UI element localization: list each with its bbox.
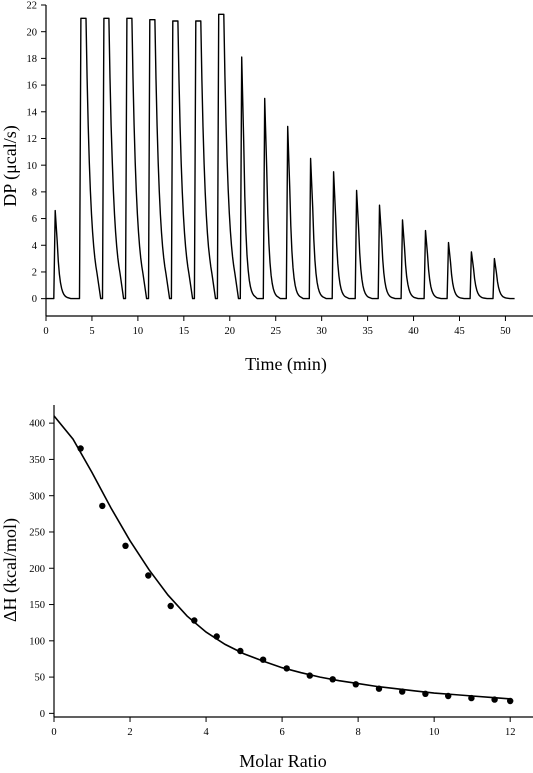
- isotherm-y-tick-label: 350: [29, 455, 45, 466]
- fit-curve: [53, 415, 511, 700]
- isotherm-y-tick-label: 100: [29, 636, 45, 647]
- isotherm-x-tick-label: 10: [429, 727, 440, 738]
- data-point: [213, 633, 220, 640]
- isotherm-y-tick-label: 50: [35, 673, 46, 684]
- data-point: [99, 502, 106, 510]
- thermogram-y-tick-label: 2: [32, 268, 37, 279]
- data-point: [329, 676, 336, 683]
- data-point: [259, 656, 267, 663]
- isotherm-x-tick-label: 12: [505, 727, 516, 738]
- data-point: [445, 692, 452, 700]
- data-point: [145, 572, 152, 579]
- thermogram-trace: [46, 13, 515, 300]
- thermogram-y-tick-label: 0: [32, 294, 37, 305]
- data-point: [399, 688, 406, 695]
- data-points: [77, 445, 514, 705]
- data-point: [306, 672, 313, 679]
- data-point: [491, 696, 498, 703]
- isotherm-y-tick-label: 400: [29, 419, 45, 430]
- thermogram-x-tick-label: 50: [500, 326, 511, 337]
- isotherm-y-tick-label: 0: [40, 709, 45, 720]
- data-point: [352, 681, 359, 688]
- thermogram-y-tick-label: 8: [32, 187, 37, 198]
- data-point: [167, 602, 174, 610]
- thermogram-axes: 0 5 10 15 20 25 30 35 40 45 50 0 2 4 6 8 10 12 14 16 18 20 22: [27, 1, 533, 337]
- thermogram-x-tick-label: 20: [225, 326, 236, 337]
- data-point: [122, 542, 129, 549]
- isotherm-axes: 0 2 4 6 8 10 12 0 50 100 150 200 250 300 350 400: [29, 405, 533, 738]
- thermogram-panel: 0 5 10 15 20 25 30 35 40 45 500246810121416182022 …: [0, 1, 533, 375]
- thermogram-y-tick-label: 12: [27, 134, 38, 145]
- thermogram-x-tick-label: 5: [89, 326, 94, 337]
- data-point: [507, 697, 514, 705]
- data-point: [468, 694, 475, 702]
- thermogram-x-tick-label: 40: [408, 326, 419, 337]
- isotherm-x-tick-label: 4: [203, 727, 209, 738]
- thermogram-x-tick-label: 45: [454, 326, 465, 337]
- thermogram-x-tick-label: 35: [362, 326, 373, 337]
- binding-isotherm-panel: 0 2 4 6 8 10 12 0 50 100 150 200 250 300 350 400 Molar …: [0, 405, 533, 771]
- thermogram-y-tick-label: 4: [32, 241, 38, 252]
- isotherm-y-axis-title: ΔH (kcal/mol): [0, 518, 21, 622]
- data-point: [422, 690, 429, 697]
- isotherm-x-tick-label: 8: [356, 727, 361, 738]
- thermogram-x-tick-label: 10: [133, 326, 144, 337]
- data-point: [191, 617, 198, 624]
- thermogram-x-axis-title: Time (min): [245, 354, 327, 375]
- data-point: [375, 685, 383, 692]
- thermogram-y-tick-label: 16: [27, 81, 38, 92]
- thermogram-y-tick-label: 6: [32, 214, 37, 225]
- thermogram-x-tick-label: 0: [43, 326, 48, 337]
- thermogram-y-tick-label: 20: [27, 27, 38, 38]
- thermogram-y-axis-title: DP (μcal/s): [0, 125, 21, 206]
- thermogram-x-tick-label: 25: [270, 326, 281, 337]
- isotherm-y-tick-label: 200: [29, 564, 45, 575]
- isotherm-y-tick-label: 300: [29, 491, 45, 502]
- data-point: [77, 445, 84, 452]
- isotherm-x-axis-title: Molar Ratio: [239, 751, 327, 771]
- thermogram-y-tick-label: 14: [27, 107, 38, 118]
- isotherm-y-tick-label: 150: [29, 600, 45, 611]
- thermogram-x-tick-label: 15: [179, 326, 190, 337]
- thermogram-y-tick-label: 18: [27, 54, 38, 65]
- thermogram-x-tick-label: 30: [316, 326, 327, 337]
- thermogram-y-tick-label: 10: [27, 161, 38, 172]
- data-point: [283, 665, 290, 672]
- isotherm-x-tick-label: 2: [127, 727, 132, 738]
- isotherm-x-tick-label: 6: [279, 727, 284, 738]
- isotherm-x-tick-label: 0: [51, 727, 56, 738]
- data-point: [237, 647, 244, 655]
- thermogram-y-tick-label: 22: [27, 1, 38, 12]
- isotherm-y-tick-label: 250: [29, 528, 45, 539]
